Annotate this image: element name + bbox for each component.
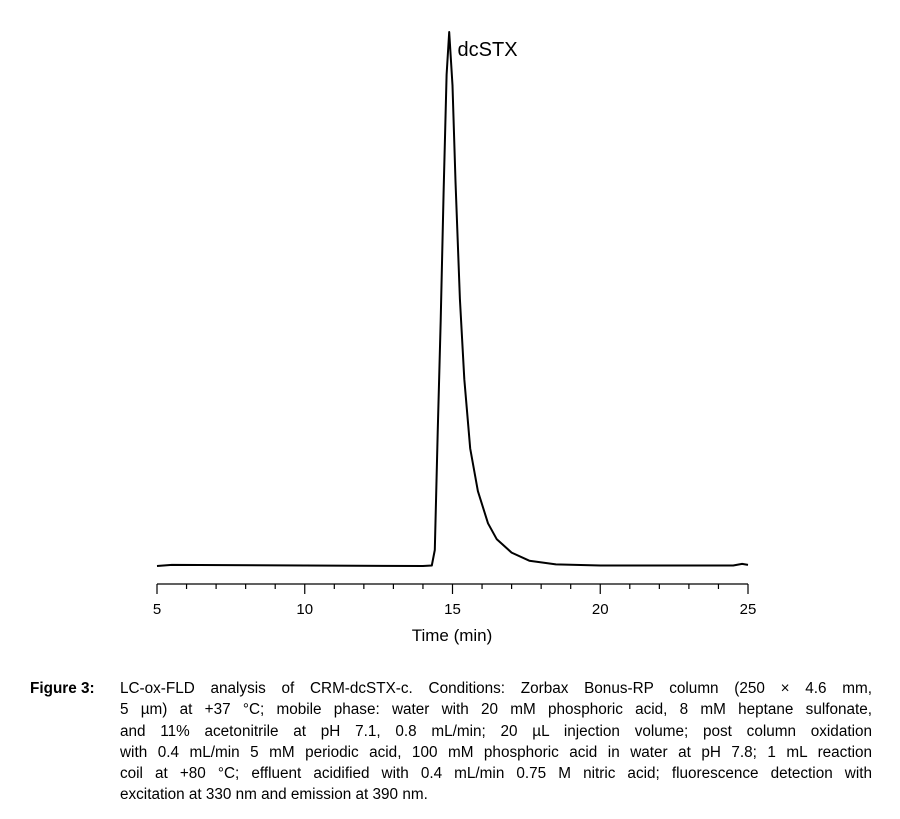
- caption-line: with 0.4 mL/min 5 mM periodic acid, 100 …: [120, 743, 872, 761]
- chromatogram-trace: [156, 31, 749, 567]
- x-tick-label: 10: [296, 601, 313, 618]
- caption-line: LC-ox-FLD analysis of CRM-dcSTX-c. Condi…: [120, 680, 872, 697]
- x-axis-label: Time (min): [412, 626, 493, 645]
- peak-label: dcSTX: [458, 39, 518, 61]
- x-tick-label: 25: [740, 601, 757, 618]
- caption-line: excitation at 330 nm and emission at 390…: [120, 786, 428, 804]
- caption-line: and 11% acetonitrile at pH 7.1, 0.8 mL/m…: [120, 722, 872, 740]
- x-tick-label: 5: [153, 601, 161, 618]
- caption-line: coil at +80 °C; effluent acidified with …: [120, 765, 872, 783]
- caption-label: Figure 3:: [30, 680, 95, 697]
- caption-line: 5 µm) at +37 °C; mobile phase: water wit…: [120, 701, 872, 719]
- chromatogram-chart: 5 10 15 20 25 dcSTX Time (min): [153, 31, 757, 645]
- x-tick-label: 20: [592, 601, 609, 618]
- caption-text: LC-ox-FLD analysis of CRM-dcSTX-c. Condi…: [120, 678, 872, 806]
- x-tick-label: 15: [444, 601, 461, 618]
- x-axis: 5 10 15 20 25: [153, 583, 757, 618]
